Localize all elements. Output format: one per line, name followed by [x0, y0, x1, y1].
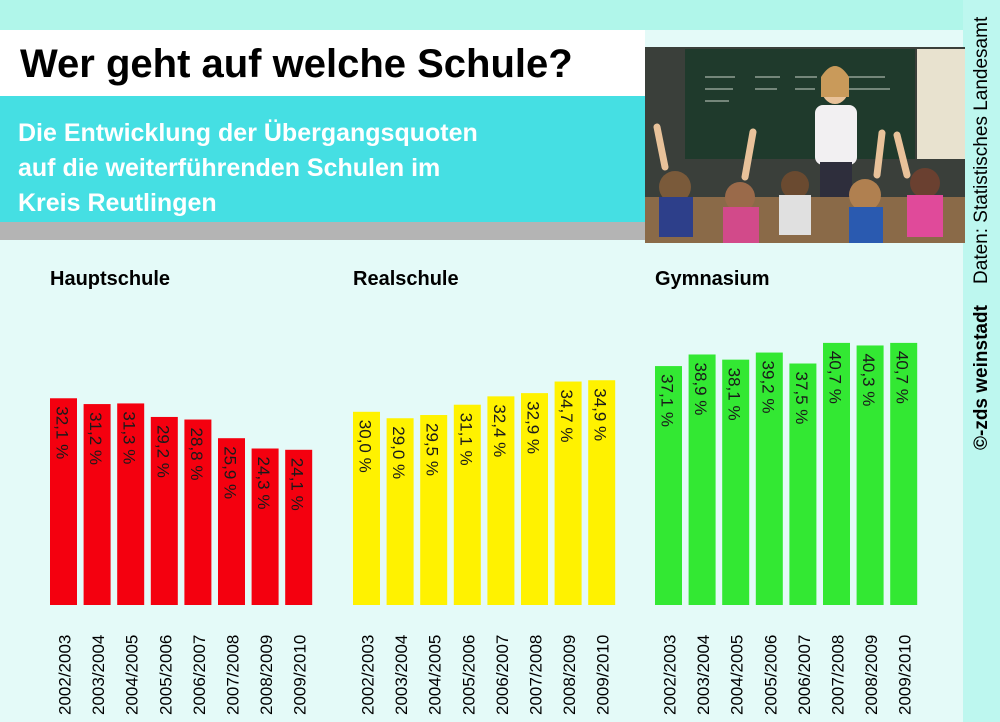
bar [554, 381, 582, 605]
data-label: 40,7 % [893, 351, 912, 404]
data-label: 29,2 % [153, 425, 172, 478]
category-label: 2003/2004 [89, 635, 108, 715]
page-title: Wer geht auf welche Schule? [20, 42, 573, 86]
category-label: 2009/2010 [291, 635, 310, 715]
subtitle-line: Die Entwicklung der Übergangsquoten [18, 119, 478, 147]
category-label: 2008/2009 [560, 635, 579, 715]
data-label: 30,0 % [356, 420, 375, 473]
title-box [0, 30, 645, 96]
data-label: 29,0 % [389, 426, 408, 479]
top-band [0, 0, 1000, 30]
category-label: 2002/2003 [359, 635, 378, 715]
bar [588, 380, 616, 605]
data-label: 32,9 % [524, 401, 543, 454]
chart-title: Hauptschule [50, 268, 170, 290]
bar [420, 415, 448, 605]
bar [755, 352, 783, 605]
data-label: 39,2 % [758, 361, 777, 414]
data-label: 38,9 % [691, 362, 710, 415]
bar [353, 411, 380, 605]
category-label: 2005/2006 [761, 635, 780, 715]
data-label: 24,3 % [254, 457, 273, 510]
credit-text: ©-zds weinstadt [971, 305, 992, 450]
data-label: 38,1 % [725, 368, 744, 421]
bar [251, 448, 279, 605]
bar [856, 345, 884, 605]
category-label: 2007/2008 [224, 635, 243, 715]
data-label: 25,9 % [221, 446, 240, 499]
bar [688, 354, 716, 605]
data-label: 32,1 % [53, 406, 72, 459]
bar [150, 416, 178, 605]
data-label: 28,8 % [187, 428, 206, 481]
category-label: 2002/2003 [56, 635, 75, 715]
right-strip [963, 0, 1000, 722]
chart-title: Realschule [353, 268, 459, 290]
data-label: 31,3 % [120, 411, 139, 464]
data-source: Daten: Statistisches Landesamt [971, 16, 992, 284]
subtitle-box [0, 96, 645, 222]
category-label: 2008/2009 [862, 635, 881, 715]
data-label: 31,1 % [456, 413, 475, 466]
bar [285, 449, 313, 605]
data-label: 37,1 % [658, 374, 677, 427]
category-label: 2004/2005 [728, 635, 747, 715]
data-label: 32,4 % [490, 404, 509, 457]
bar [521, 393, 548, 605]
bar [890, 342, 918, 605]
data-label: 40,3 % [859, 353, 878, 406]
bar [487, 396, 515, 605]
subtitle-line: auf die weiterführenden Schulen im [18, 154, 441, 182]
data-label: 37,5 % [792, 372, 811, 425]
category-label: 2004/2005 [426, 635, 445, 715]
subtitle-line: Kreis Reutlingen [18, 189, 217, 217]
bar [823, 342, 850, 605]
category-label: 2006/2007 [795, 635, 814, 715]
bar [218, 438, 245, 605]
classroom-photo-illustration [645, 47, 965, 243]
data-label: 24,1 % [288, 458, 307, 511]
bar [789, 363, 817, 605]
source-text: ©-zds weinstadt Daten: Statistisches Lan… [971, 17, 993, 450]
category-label: 2006/2007 [190, 635, 209, 715]
chart-title: Gymnasium [655, 268, 769, 290]
category-label: 2002/2003 [661, 635, 680, 715]
category-label: 2003/2004 [694, 635, 713, 715]
bar [386, 418, 414, 605]
subtitle: Die Entwicklung der Übergangsquoten auf … [18, 116, 638, 221]
bar [453, 404, 481, 605]
bar [117, 403, 145, 605]
data-label: 34,9 % [591, 388, 610, 441]
data-label: 40,7 % [826, 351, 845, 404]
category-label: 2009/2010 [896, 635, 915, 715]
category-label: 2006/2007 [493, 635, 512, 715]
data-label: 29,5 % [423, 423, 442, 476]
bar [184, 419, 212, 605]
category-label: 2004/2005 [123, 635, 142, 715]
data-label: 31,2 % [86, 412, 105, 465]
bar [655, 366, 682, 605]
category-label: 2007/2008 [829, 635, 848, 715]
category-label: 2007/2008 [527, 635, 546, 715]
bar [83, 404, 111, 605]
category-label: 2009/2010 [594, 635, 613, 715]
data-label: 34,7 % [557, 390, 576, 443]
bar [50, 398, 77, 605]
classroom-photo [645, 47, 965, 243]
category-label: 2005/2006 [459, 635, 478, 715]
category-label: 2003/2004 [392, 635, 411, 715]
bar [722, 359, 750, 605]
category-label: 2008/2009 [257, 635, 276, 715]
category-label: 2005/2006 [156, 635, 175, 715]
